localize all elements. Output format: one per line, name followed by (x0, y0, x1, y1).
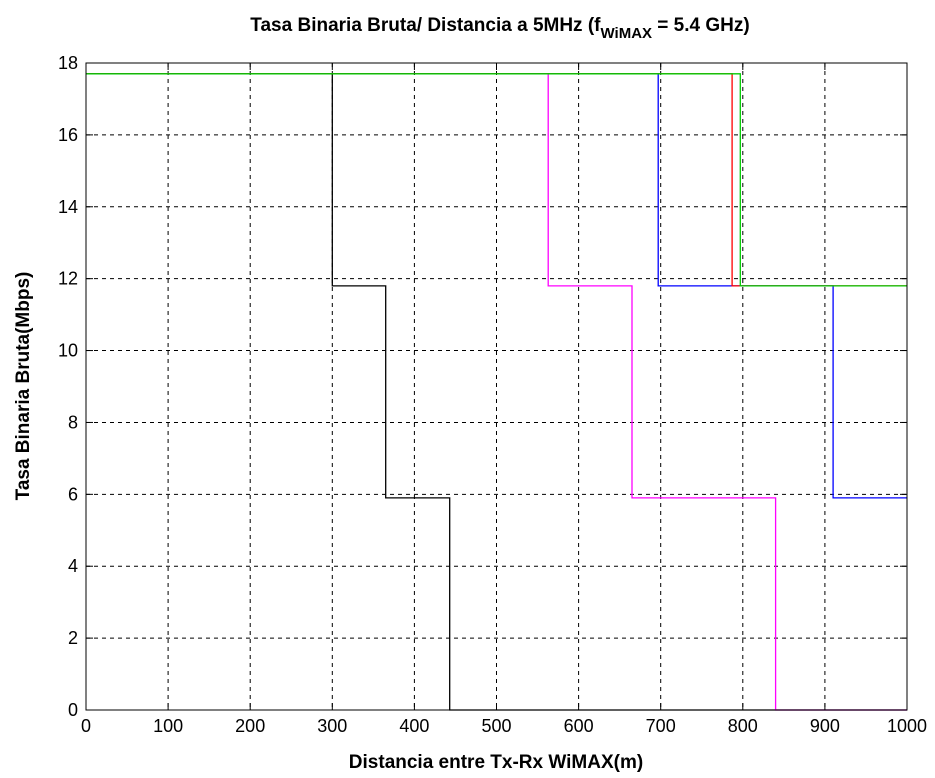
y-axis-label: Tasa Binaria Bruta(Mbps) (13, 272, 34, 501)
x-tick-label: 100 (153, 716, 183, 736)
x-tick-label: 700 (646, 716, 676, 736)
series-line (86, 73, 907, 711)
series-line (86, 73, 907, 711)
x-tick-label: 400 (399, 716, 429, 736)
y-tick-label: 2 (68, 628, 78, 648)
x-tick-label: 500 (481, 716, 511, 736)
y-tick-label: 6 (68, 484, 78, 504)
y-tick-label: 12 (58, 269, 78, 289)
grid (85, 62, 908, 711)
series-group (86, 73, 907, 711)
ticks: 0 100 200 300 400 500 600 700 800 900 1000 0 2 4 6 8 10 1… (58, 53, 927, 736)
y-tick-label: 18 (58, 53, 78, 73)
x-axis-label: Distancia entre Tx-Rx WiMAX(m) (349, 752, 643, 773)
y-tick-label: 14 (58, 197, 78, 217)
chart-title-suffix: = 5.4 GHz) (652, 15, 750, 36)
x-tick-label: 0 (81, 716, 91, 736)
y-tick-label: 4 (68, 556, 78, 576)
y-tick-label: 16 (58, 125, 78, 145)
x-tick-label: 600 (564, 716, 594, 736)
series-line (86, 73, 907, 287)
x-tick-label: 900 (810, 716, 840, 736)
x-tick-label: 1000 (887, 716, 927, 736)
chart-title-subscript: WiMAX (601, 25, 653, 42)
x-tick-label: 800 (728, 716, 758, 736)
x-tick-label: 300 (317, 716, 347, 736)
chart-title-prefix: Tasa Binaria Bruta/ Distancia a 5MHz (f (250, 15, 601, 36)
x-tick-label: 200 (235, 716, 265, 736)
y-tick-label: 0 (68, 700, 78, 720)
chart-title: Tasa Binaria Bruta/ Distancia a 5MHz (fW… (250, 15, 749, 42)
y-tick-label: 10 (58, 341, 78, 361)
y-tick-label: 8 (68, 412, 78, 432)
